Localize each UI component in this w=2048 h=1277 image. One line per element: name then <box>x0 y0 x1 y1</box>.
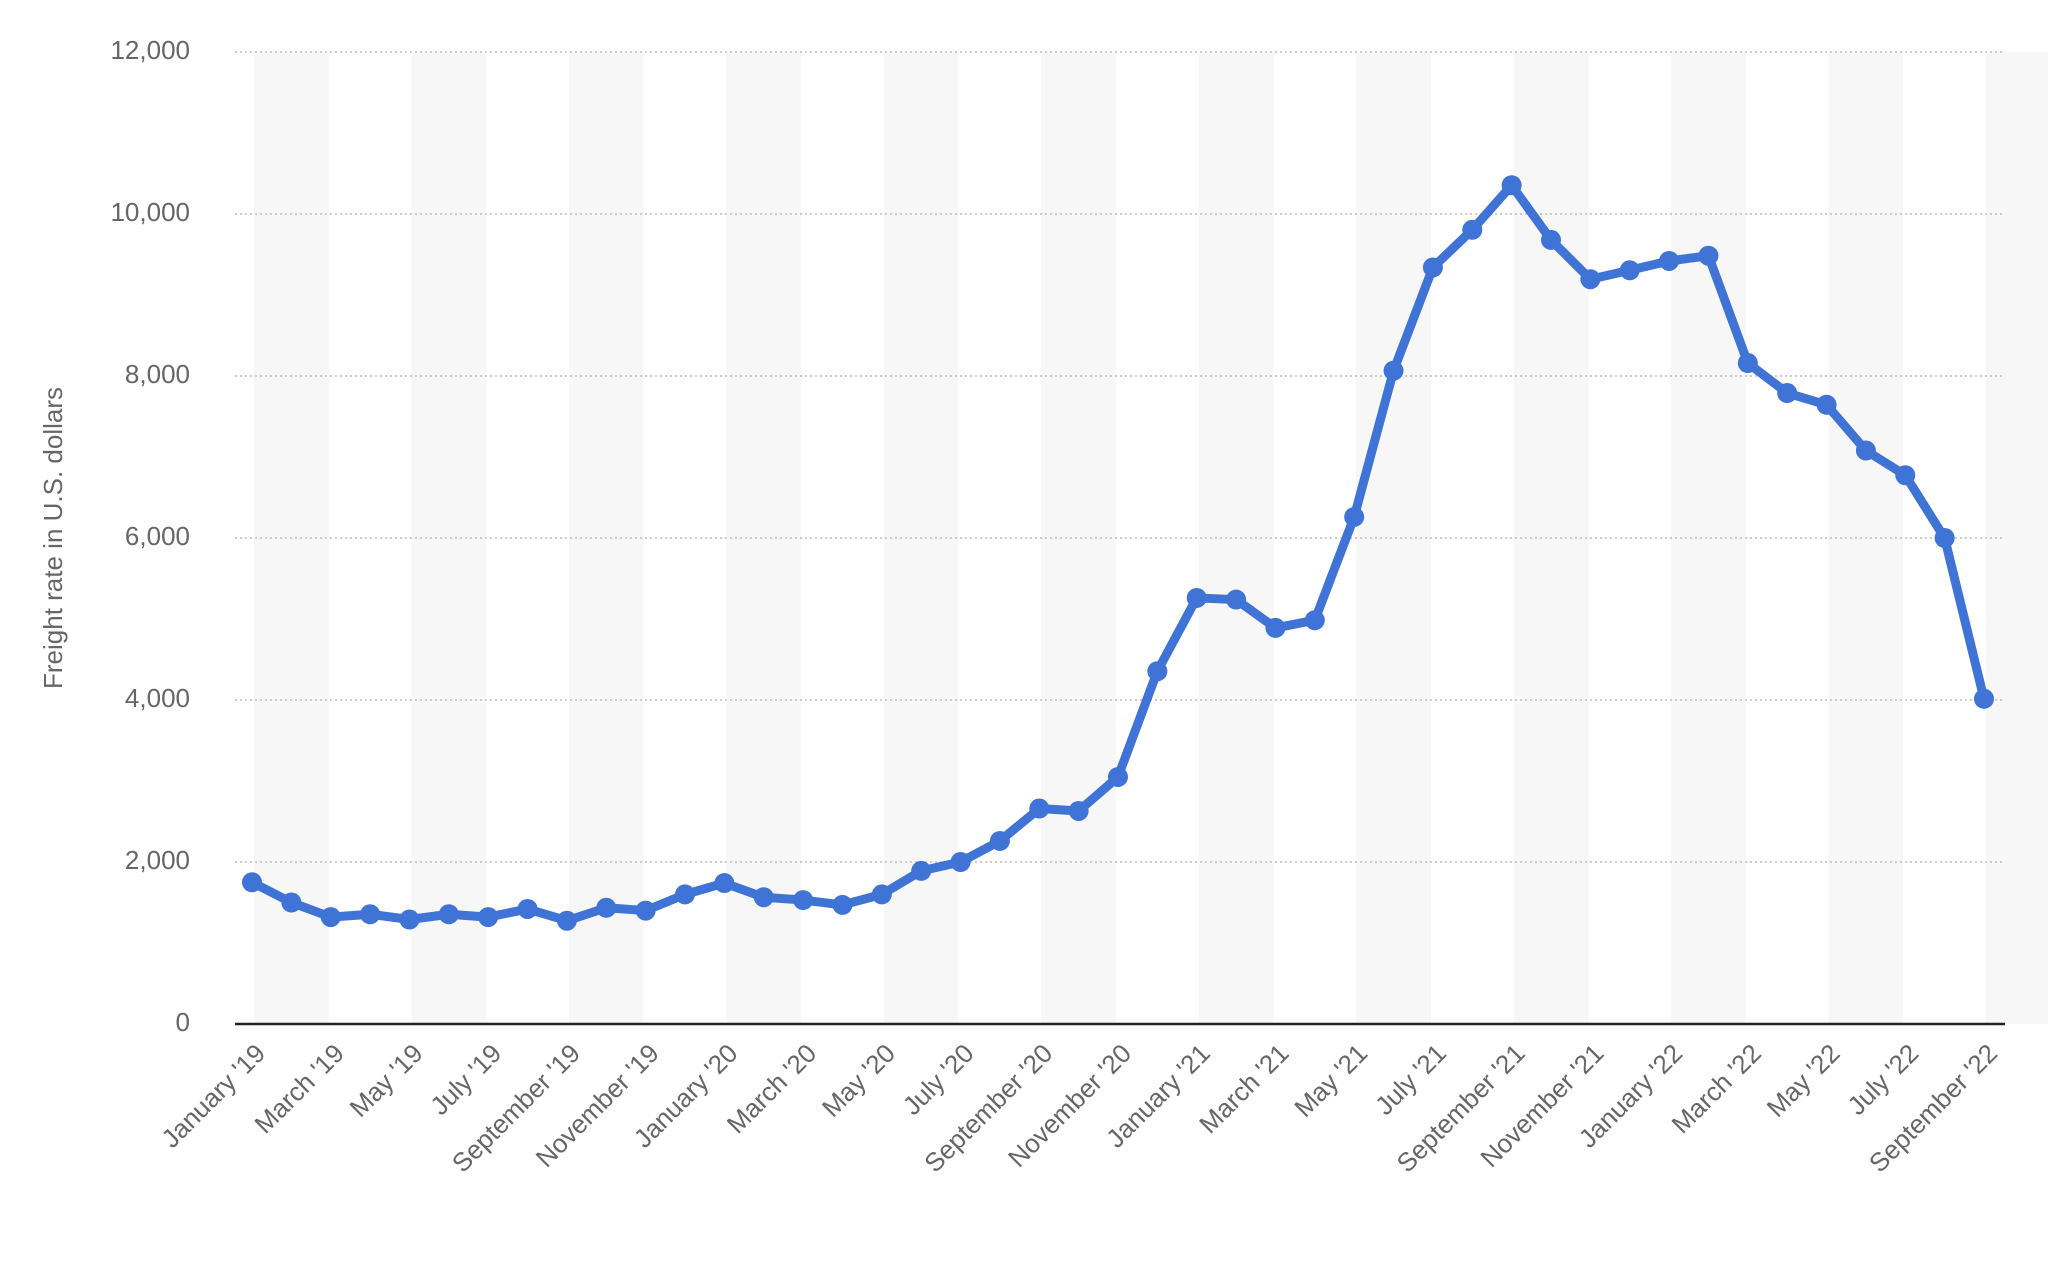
data-point <box>635 900 656 921</box>
y-tick-label: 8,000 <box>125 359 190 389</box>
data-point <box>1974 688 1994 709</box>
data-point <box>1265 617 1286 638</box>
data-point <box>989 830 1010 851</box>
data-point <box>1344 506 1365 527</box>
data-point <box>871 884 892 905</box>
data-point <box>1659 250 1680 271</box>
data-point <box>793 890 814 911</box>
x-tick-label: May '20 <box>816 1038 901 1123</box>
data-point <box>1422 257 1443 278</box>
data-point <box>399 909 420 930</box>
data-point <box>911 860 932 881</box>
data-point <box>950 852 971 872</box>
data-point <box>1934 528 1955 548</box>
x-tick-label: May '21 <box>1288 1038 1373 1123</box>
x-tick-label: May '19 <box>344 1038 429 1123</box>
data-point <box>1304 610 1325 631</box>
y-tick-label: 6,000 <box>125 521 190 551</box>
stripe <box>411 52 487 1024</box>
data-point <box>753 887 774 908</box>
data-point <box>714 873 735 894</box>
data-point <box>675 884 695 905</box>
y-tick-label: 2,000 <box>125 845 190 875</box>
data-point <box>281 892 302 913</box>
data-point <box>1816 394 1837 415</box>
data-point <box>832 894 853 915</box>
x-tick-label: January '19 <box>155 1038 271 1154</box>
data-point <box>1226 589 1247 610</box>
data-point <box>242 872 262 893</box>
data-point <box>1186 587 1207 608</box>
data-point <box>1737 353 1758 374</box>
y-axis-title: Freight rate in U.S. dollars <box>38 387 68 689</box>
data-point <box>1855 440 1876 461</box>
y-tick-label: 4,000 <box>125 683 190 713</box>
data-point <box>320 907 341 928</box>
data-point <box>517 898 538 919</box>
data-point <box>1029 798 1050 819</box>
stripe <box>726 52 802 1024</box>
stripe <box>1671 52 1746 1024</box>
data-point <box>1698 245 1719 266</box>
y-tick-label: 0 <box>176 1007 190 1037</box>
data-point <box>1501 175 1522 196</box>
data-point <box>1462 219 1483 240</box>
data-point <box>1580 269 1601 290</box>
data-point <box>1541 229 1561 250</box>
y-tick-label: 12,000 <box>110 35 190 65</box>
data-point <box>438 904 459 925</box>
y-tick-label: 10,000 <box>110 197 190 227</box>
data-point <box>1777 383 1798 404</box>
data-point <box>1895 465 1916 486</box>
data-point <box>478 907 499 928</box>
x-tick-label: May '22 <box>1761 1038 1846 1123</box>
data-point <box>1108 766 1128 787</box>
data-point <box>1619 260 1640 281</box>
data-point <box>556 910 577 931</box>
data-point <box>360 904 381 925</box>
stripe <box>1356 52 1431 1024</box>
stripe <box>1041 52 1116 1024</box>
data-point <box>1383 360 1404 381</box>
data-point <box>596 897 617 918</box>
data-point <box>1147 661 1168 682</box>
data-point <box>1068 800 1089 821</box>
